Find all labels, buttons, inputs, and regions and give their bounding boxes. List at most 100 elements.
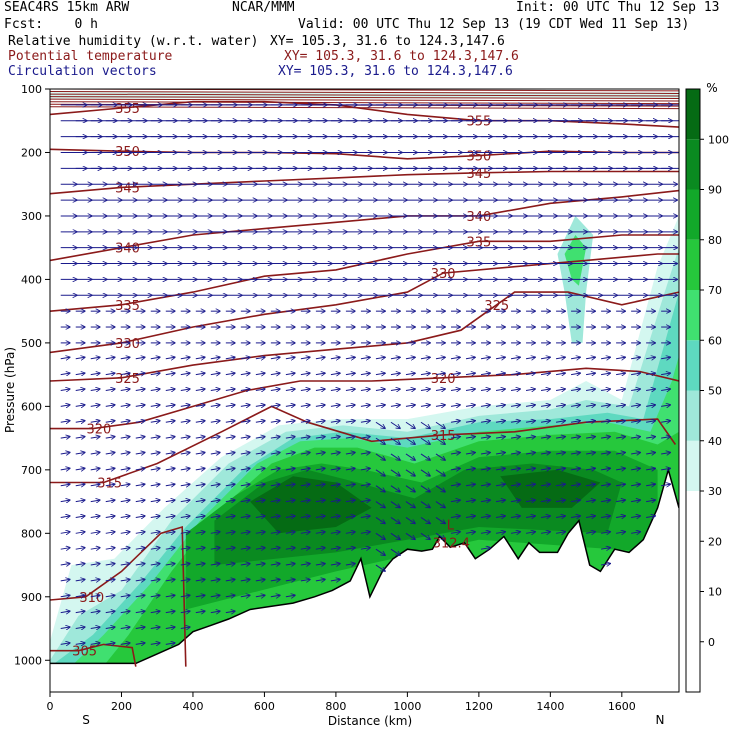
theta-contour-330 xyxy=(50,253,679,354)
colorbar-label-10: 10 xyxy=(708,586,722,599)
theta-label-345-b: 345 xyxy=(466,167,491,182)
vector-arrow-822 xyxy=(90,421,100,423)
colorbar-label-80: 80 xyxy=(708,234,722,247)
vector-arrow-856 xyxy=(601,421,610,423)
vector-arrow-918 xyxy=(300,452,310,454)
vector-arrow-943 xyxy=(60,468,70,470)
vector-arrow-1241 xyxy=(120,627,130,629)
vector-arrow-879 xyxy=(330,437,340,439)
vector-arrow-1237 xyxy=(60,627,70,629)
colorbar-bin-1 xyxy=(686,591,700,642)
vector-arrow-925 xyxy=(405,453,415,460)
vector-arrow-931 xyxy=(495,452,505,454)
vector-arrow-808 xyxy=(495,405,505,407)
vector-arrow-665 xyxy=(195,357,205,359)
vector-arrow-904 xyxy=(90,452,100,454)
vector-arrow-773 xyxy=(585,389,595,391)
colorbar-bin-2 xyxy=(686,541,700,592)
vector-arrow-1127 xyxy=(390,532,400,539)
colorbar-label-100: 100 xyxy=(708,133,729,146)
vector-arrow-774 xyxy=(601,389,610,391)
vector-arrow-831 xyxy=(225,421,235,423)
vector-arrow-680 xyxy=(420,357,430,359)
vector-arrow-1100 xyxy=(585,516,595,518)
vector-arrow-1174 xyxy=(150,564,160,566)
vector-arrow-898 xyxy=(616,437,625,439)
vector-arrow-1216 xyxy=(165,595,175,597)
vector-arrow-1115 xyxy=(210,532,220,534)
vector-arrow-791 xyxy=(240,405,250,407)
vector-arrow-813 xyxy=(570,405,580,407)
vector-arrow-739 xyxy=(75,389,85,391)
vector-arrow-1213 xyxy=(120,595,130,597)
colorbar-bin-10 xyxy=(686,139,700,190)
vector-arrow-817 xyxy=(631,405,640,407)
vector-arrow-811 xyxy=(540,405,550,407)
vector-arrow-741 xyxy=(105,389,115,391)
colorbar-label-30: 30 xyxy=(708,485,722,498)
vector-arrow-1204 xyxy=(270,579,280,581)
vector-arrow-1002 xyxy=(330,484,340,486)
vector-arrow-886 xyxy=(435,437,445,444)
x-tick-label-1000: 1000 xyxy=(393,700,421,713)
theta-label-335: 335 xyxy=(115,299,140,314)
vector-arrow-1207 xyxy=(315,579,325,581)
vector-arrow-844 xyxy=(420,421,430,428)
vector-arrow-968 xyxy=(435,469,445,476)
vector-arrow-1006 xyxy=(390,485,400,492)
vector-arrow-870 xyxy=(195,437,205,439)
vector-arrow-953 xyxy=(210,468,220,470)
vector-arrow-1202 xyxy=(240,579,250,581)
x-tick-label-200: 200 xyxy=(111,700,132,713)
vector-arrow-1172 xyxy=(120,564,130,566)
vector-arrow-787 xyxy=(180,405,190,407)
vector-arrow-1153 xyxy=(210,548,220,550)
vector-arrow-802 xyxy=(405,405,415,407)
vector-arrow-660 xyxy=(120,357,130,359)
vector-arrow-830 xyxy=(210,421,220,423)
terrain-mask xyxy=(50,467,679,692)
vector-arrow-919 xyxy=(315,452,325,454)
vector-arrow-715 xyxy=(330,373,340,375)
vector-arrow-693 xyxy=(616,357,625,359)
vector-arrow-1252 xyxy=(150,643,160,645)
theta-label-340-b: 340 xyxy=(466,210,491,225)
vector-arrow-1231 xyxy=(150,611,160,613)
colorbar-label-50: 50 xyxy=(708,385,722,398)
vector-arrow-1093 xyxy=(480,516,490,518)
vector-arrow-1141 xyxy=(616,532,625,534)
vector-arrow-735 xyxy=(631,373,640,375)
vector-arrow-1145 xyxy=(90,548,100,550)
vector-arrow-803 xyxy=(420,405,430,407)
vector-arrow-1023 xyxy=(646,484,655,486)
vector-arrow-926 xyxy=(420,453,430,460)
vector-arrow-835 xyxy=(285,421,295,423)
vector-arrow-687 xyxy=(525,357,535,359)
vector-arrow-867 xyxy=(150,437,160,439)
theta-label-350-b: 350 xyxy=(466,150,491,165)
vector-arrow-1161 xyxy=(330,548,340,550)
vector-arrow-1155 xyxy=(240,548,250,550)
vector-arrow-1234 xyxy=(195,611,205,613)
vector-arrow-1179 xyxy=(225,564,235,566)
theta-label-355-b: 355 xyxy=(466,115,491,130)
vector-arrow-851 xyxy=(525,421,535,423)
theta-contour-305 xyxy=(50,643,137,667)
vector-arrow-888 xyxy=(465,437,475,439)
vector-arrow-1121 xyxy=(300,532,310,534)
vector-arrow-961 xyxy=(330,468,340,470)
vector-arrow-1063 xyxy=(631,500,640,502)
vector-arrow-852 xyxy=(540,421,550,423)
vector-arrow-1059 xyxy=(570,500,580,502)
vector-arrow-1060 xyxy=(585,500,595,502)
vector-arrow-846 xyxy=(450,421,460,423)
vector-arrow-1030 xyxy=(135,500,145,502)
vector-arrow-998 xyxy=(270,484,280,486)
vector-arrow-729 xyxy=(540,373,550,375)
vector-arrow-1088 xyxy=(405,517,415,523)
vector-arrow-1221 xyxy=(240,595,250,597)
vector-arrow-1137 xyxy=(540,532,550,534)
vector-arrow-1017 xyxy=(555,484,565,486)
vector-arrow-1233 xyxy=(180,611,190,613)
vector-arrow-758 xyxy=(360,389,370,391)
